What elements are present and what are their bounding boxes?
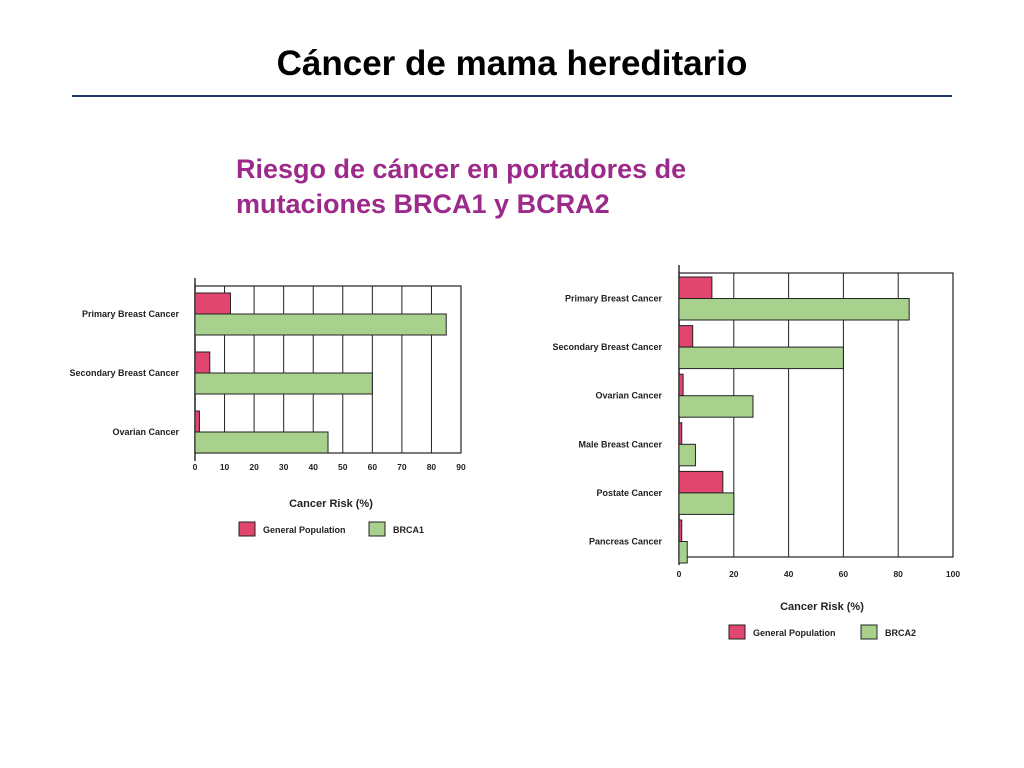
- brca2-bar-general-population: [678, 470, 724, 494]
- title-divider: [72, 95, 952, 97]
- brca2-bar-brca2: [678, 443, 696, 467]
- chart-heading-line-1: Riesgo de cáncer en portadores de: [236, 154, 687, 184]
- brca2-x-tick-label: 80: [893, 569, 903, 579]
- brca2-legend-swatch: [728, 624, 746, 640]
- brca1-x-tick-label: 50: [338, 462, 348, 472]
- brca2-bar-general-population: [678, 276, 713, 299]
- brca2-x-tick-label: 60: [839, 569, 849, 579]
- brca1-x-tick-label: 20: [249, 462, 259, 472]
- brca2-bar-general-population: [678, 325, 694, 348]
- slide-title: Cáncer de mama hereditario: [276, 44, 748, 83]
- brca1-category-label: Primary Breast Cancer: [82, 309, 180, 319]
- brca1-legend-label: BRCA1: [393, 525, 424, 535]
- brca1-legend-label: General Population: [263, 525, 346, 535]
- brca2-legend-swatch: [860, 624, 878, 640]
- brca2-bar-brca2: [678, 346, 844, 370]
- brca1-x-tick-label: 90: [456, 462, 466, 472]
- brca1-bar-brca1: [194, 431, 329, 454]
- brca1-x-tick-label: 0: [193, 462, 198, 472]
- brca2-bar-brca2: [678, 492, 735, 515]
- brca2-x-tick-label: 100: [946, 569, 960, 579]
- brca2-legend-label: General Population: [753, 628, 836, 638]
- brca2-x-tick-label: 0: [677, 569, 682, 579]
- brca1-x-tick-label: 80: [427, 462, 437, 472]
- brca1-x-tick-label: 70: [397, 462, 407, 472]
- brca1-x-tick-label: 10: [220, 462, 230, 472]
- brca2-category-label: Male Breast Cancer: [578, 439, 662, 449]
- brca2-bar-general-population: [678, 373, 684, 397]
- brca1-category-label: Ovarian Cancer: [112, 427, 179, 437]
- brca1-x-axis-label: Cancer Risk (%): [289, 498, 373, 510]
- brca1-legend-swatch: [238, 521, 256, 537]
- brca2-legend-label: BRCA2: [885, 628, 916, 638]
- brca2-bar-brca2: [678, 541, 688, 564]
- brca2-category-label: Ovarian Cancer: [595, 391, 662, 401]
- brca2-bar-brca2: [678, 298, 910, 321]
- brca1-category-label: Secondary Breast Cancer: [69, 368, 179, 378]
- brca2-bar-general-population: [678, 422, 683, 445]
- brca2-category-label: Secondary Breast Cancer: [552, 342, 662, 352]
- chart-heading: Riesgo de cáncer en portadores de mutaci…: [236, 152, 936, 222]
- brca2-x-tick-label: 20: [729, 569, 739, 579]
- brca2-bar-general-population: [678, 519, 683, 542]
- brca2-bar-brca2: [678, 395, 754, 418]
- brca2-category-label: Primary Breast Cancer: [565, 294, 663, 304]
- chart-heading-line-2: mutaciones BRCA1 y BCRA2: [236, 189, 610, 219]
- brca2-x-axis-label: Cancer Risk (%): [780, 601, 864, 613]
- brca2-x-tick-label: 40: [784, 569, 794, 579]
- brca1-x-tick-label: 40: [308, 462, 318, 472]
- brca1-bar-brca1: [194, 372, 373, 395]
- brca1-x-tick-label: 60: [368, 462, 378, 472]
- brca2-category-label: Pancreas Cancer: [589, 537, 663, 547]
- brca1-legend-swatch: [368, 521, 386, 537]
- brca1-x-tick-label: 30: [279, 462, 289, 472]
- brca1-bar-brca1: [194, 313, 447, 336]
- brca2-category-label: Postate Cancer: [596, 488, 662, 498]
